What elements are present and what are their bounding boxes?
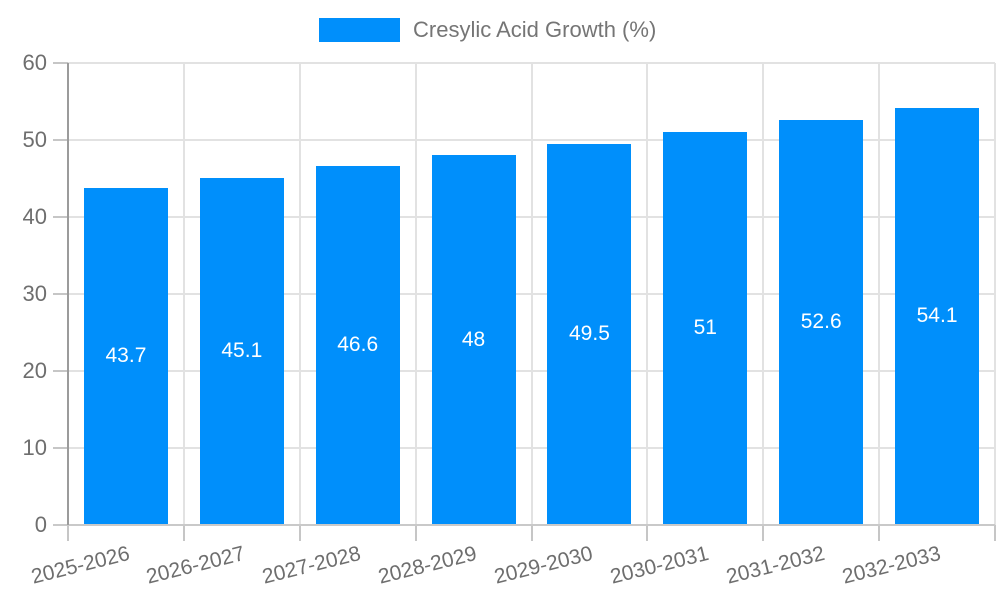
x-tick-label: 2029-2030 bbox=[491, 542, 596, 589]
x-axis-tick bbox=[67, 524, 69, 541]
bar[interactable] bbox=[199, 177, 284, 525]
bar[interactable] bbox=[547, 143, 632, 525]
x-tick-label: 2027-2028 bbox=[260, 542, 364, 589]
y-tick-label: 20 bbox=[22, 357, 47, 383]
x-axis-line bbox=[53, 523, 995, 526]
x-tick-label: 2028-2029 bbox=[376, 542, 480, 589]
y-axis-tick bbox=[53, 62, 68, 64]
bar-value-label: 48 bbox=[461, 327, 486, 351]
legend[interactable]: Cresylic Acid Growth (%) bbox=[319, 17, 656, 43]
x-axis-tick bbox=[994, 524, 996, 541]
y-tick-label: 60 bbox=[22, 50, 47, 75]
bar-value-label: 54.1 bbox=[916, 304, 958, 328]
gridline-vertical bbox=[414, 63, 417, 525]
x-axis-tick bbox=[298, 524, 301, 541]
y-tick-label: 10 bbox=[22, 434, 47, 460]
y-axis-tick bbox=[53, 215, 68, 218]
bar-value-label: 52.6 bbox=[800, 310, 842, 334]
bar[interactable] bbox=[431, 155, 516, 525]
bar-value-label: 43.7 bbox=[105, 344, 147, 368]
x-axis-tick bbox=[414, 524, 417, 541]
bar-value-label: 45.1 bbox=[221, 339, 263, 363]
x-tick-label: 2025-2026 bbox=[28, 542, 132, 589]
y-axis-tick bbox=[53, 138, 68, 141]
gridline-vertical bbox=[646, 63, 649, 525]
x-axis-tick bbox=[878, 524, 881, 541]
x-tick-label: 2026-2027 bbox=[144, 542, 248, 589]
y-axis-line bbox=[67, 63, 69, 525]
x-axis-tick bbox=[182, 524, 185, 541]
gridline-vertical bbox=[182, 63, 185, 525]
bar-value-label: 49.5 bbox=[569, 322, 610, 346]
y-tick-label: 0 bbox=[34, 511, 47, 537]
y-axis-tick bbox=[53, 292, 68, 295]
bar[interactable] bbox=[315, 166, 400, 525]
x-axis-tick bbox=[762, 524, 765, 541]
y-tick-label: 30 bbox=[22, 280, 47, 306]
x-axis-tick bbox=[530, 524, 533, 541]
x-tick-label: 2030-2031 bbox=[607, 542, 711, 589]
y-axis-tick bbox=[53, 446, 68, 449]
bar-value-label: 51 bbox=[693, 316, 717, 340]
bar[interactable] bbox=[83, 188, 168, 525]
gridline-vertical bbox=[994, 63, 996, 525]
bar[interactable] bbox=[663, 132, 748, 525]
gridline-vertical bbox=[762, 63, 765, 525]
bar[interactable] bbox=[895, 108, 980, 525]
bar[interactable] bbox=[779, 119, 864, 525]
y-axis-tick bbox=[53, 369, 68, 372]
y-tick-label: 50 bbox=[22, 126, 47, 152]
gridline-vertical bbox=[878, 63, 881, 525]
x-tick-label: 2031-2032 bbox=[723, 542, 827, 589]
x-tick-label: 2032-2033 bbox=[839, 542, 943, 589]
gridline-vertical bbox=[530, 63, 533, 525]
y-tick-label: 40 bbox=[22, 203, 47, 229]
gridline-vertical bbox=[298, 63, 301, 525]
bar-value-label: 46.6 bbox=[337, 333, 379, 357]
x-axis-tick bbox=[646, 524, 649, 541]
legend-label: Cresylic Acid Growth (%) bbox=[413, 17, 657, 42]
legend-color-swatch bbox=[319, 18, 400, 42]
